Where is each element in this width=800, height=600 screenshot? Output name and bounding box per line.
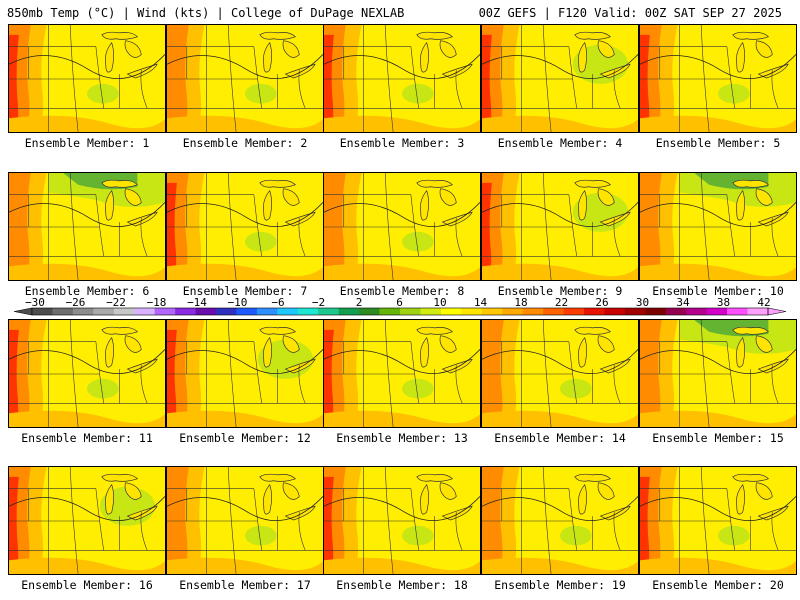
ensemble-map-19 [481, 466, 639, 575]
colorbar-swatch [440, 308, 462, 315]
colorbar-swatch [604, 308, 626, 315]
colorbar-tick-label: 42 [757, 297, 770, 309]
colorbar-swatch [256, 308, 278, 315]
ensemble-map-6 [8, 172, 166, 281]
colorbar-tick-label: 10 [433, 297, 446, 309]
colorbar-swatch [72, 308, 94, 315]
ensemble-map-1 [8, 24, 166, 133]
colorbar-tick-label: −2 [312, 297, 325, 309]
colorbar-swatch [522, 308, 544, 315]
temperature-colorbar: −30 −26 −22 −18 −14 −10 −6 −2 2 6 10 14 18 22 26 30 34 38… [13, 297, 787, 316]
ensemble-member-label: Ensemble Member: 9 [497, 284, 623, 298]
ensemble-member-label: Ensemble Member: 18 [336, 578, 468, 592]
colorbar-swatch [154, 308, 176, 315]
ensemble-member-label: Ensemble Member: 4 [497, 136, 623, 150]
colorbar-swatch [584, 308, 605, 315]
ensemble-member-label: Ensemble Member: 3 [339, 136, 465, 150]
colorbar-swatch [400, 308, 421, 315]
colorbar-swatch [93, 308, 115, 315]
colorbar-swatch [747, 308, 769, 315]
ensemble-map-7 [166, 172, 324, 281]
colorbar-tick-label: 26 [595, 297, 608, 309]
colorbar-tick-label: −6 [271, 297, 284, 309]
ensemble-member-label: Ensemble Member: 10 [652, 284, 784, 298]
ensemble-member-label: Ensemble Member: 13 [336, 431, 468, 445]
colorbar-tick-label: −26 [66, 297, 86, 309]
ensemble-map-17 [166, 466, 324, 575]
colorbar-tick-label: −10 [228, 297, 248, 309]
colorbar-swatch [502, 308, 523, 315]
ensemble-member-label: Ensemble Member: 17 [179, 578, 311, 592]
ensemble-map-14 [481, 319, 639, 428]
title-left: 850mb Temp (°C) | Wind (kts) | College o… [7, 6, 405, 20]
colorbar-tick-label: −30 [25, 297, 45, 309]
colorbar-tick-label: 38 [717, 297, 730, 309]
ensemble-member-label: Ensemble Member: 5 [655, 136, 781, 150]
colorbar-swatch [727, 308, 748, 315]
ensemble-member-label: Ensemble Member: 16 [21, 578, 153, 592]
colorbar-swatch [297, 308, 319, 315]
ensemble-member-label: Ensemble Member: 15 [652, 431, 784, 445]
colorbar-swatch [481, 308, 503, 315]
ensemble-map-11 [8, 319, 166, 428]
colorbar-tick-label: −22 [106, 297, 126, 309]
colorbar-swatch [113, 308, 135, 315]
ensemble-member-label: Ensemble Member: 8 [339, 284, 465, 298]
colorbar-tick-label: 18 [514, 297, 527, 309]
ensemble-map-13 [323, 319, 481, 428]
colorbar-tick-label: 2 [356, 297, 363, 309]
ensemble-member-label: Ensemble Member: 1 [24, 136, 150, 150]
colorbar-tick-label: −14 [187, 297, 207, 309]
colorbar-tick-label: 14 [474, 297, 488, 309]
colorbar-swatch [379, 308, 401, 315]
colorbar-swatch [686, 308, 707, 315]
ensemble-member-label: Ensemble Member: 7 [182, 284, 308, 298]
colorbar-swatch [645, 308, 667, 315]
colorbar-swatch [277, 308, 299, 315]
ensemble-map-12 [166, 319, 324, 428]
colorbar-tick-label: 6 [396, 297, 403, 309]
ensemble-member-label: Ensemble Member: 14 [494, 431, 626, 445]
ensemble-map-8 [323, 172, 481, 281]
ensemble-map-16 [8, 466, 166, 575]
colorbar-swatch [195, 308, 217, 315]
colorbar-swatch [563, 308, 585, 315]
colorbar-swatch [216, 308, 237, 315]
colorbar-swatch [665, 308, 687, 315]
ensemble-member-label: Ensemble Member: 11 [21, 431, 153, 445]
ensemble-member-label: Ensemble Member: 20 [652, 578, 784, 592]
colorbar-tick-label: 30 [636, 297, 649, 309]
ensemble-map-3 [323, 24, 481, 133]
colorbar-swatch [236, 308, 258, 315]
colorbar-swatch [318, 308, 339, 315]
ensemble-map-10 [639, 172, 797, 281]
ensemble-map-5 [639, 24, 797, 133]
ensemble-map-18 [323, 466, 481, 575]
ensemble-map-15 [639, 319, 797, 428]
ensemble-map-2 [166, 24, 324, 133]
ensemble-member-label: Ensemble Member: 6 [24, 284, 150, 298]
colorbar-swatch [624, 308, 646, 315]
colorbar-swatch [338, 308, 360, 315]
colorbar-swatch [706, 308, 728, 315]
colorbar-swatch [359, 308, 380, 315]
ensemble-member-label: Ensemble Member: 2 [182, 136, 308, 150]
ensemble-member-label: Ensemble Member: 12 [179, 431, 311, 445]
colorbar-swatch [543, 308, 564, 315]
colorbar-swatch [134, 308, 155, 315]
colorbar-tick-label: 22 [555, 297, 568, 309]
colorbar-tick-label: −18 [147, 297, 167, 309]
colorbar-tick-label: 34 [676, 297, 690, 309]
colorbar-swatch [32, 308, 53, 315]
ensemble-map-4 [481, 24, 639, 133]
ensemble-map-9 [481, 172, 639, 281]
colorbar-swatch [175, 308, 196, 315]
ensemble-member-label: Ensemble Member: 19 [494, 578, 626, 592]
colorbar-swatch [461, 308, 483, 315]
colorbar-swatch [420, 308, 442, 315]
ensemble-map-20 [639, 466, 797, 575]
title-right: 00Z GEFS | F120 Valid: 00Z SAT SEP 27 20… [478, 6, 782, 20]
colorbar-swatch [52, 308, 74, 315]
